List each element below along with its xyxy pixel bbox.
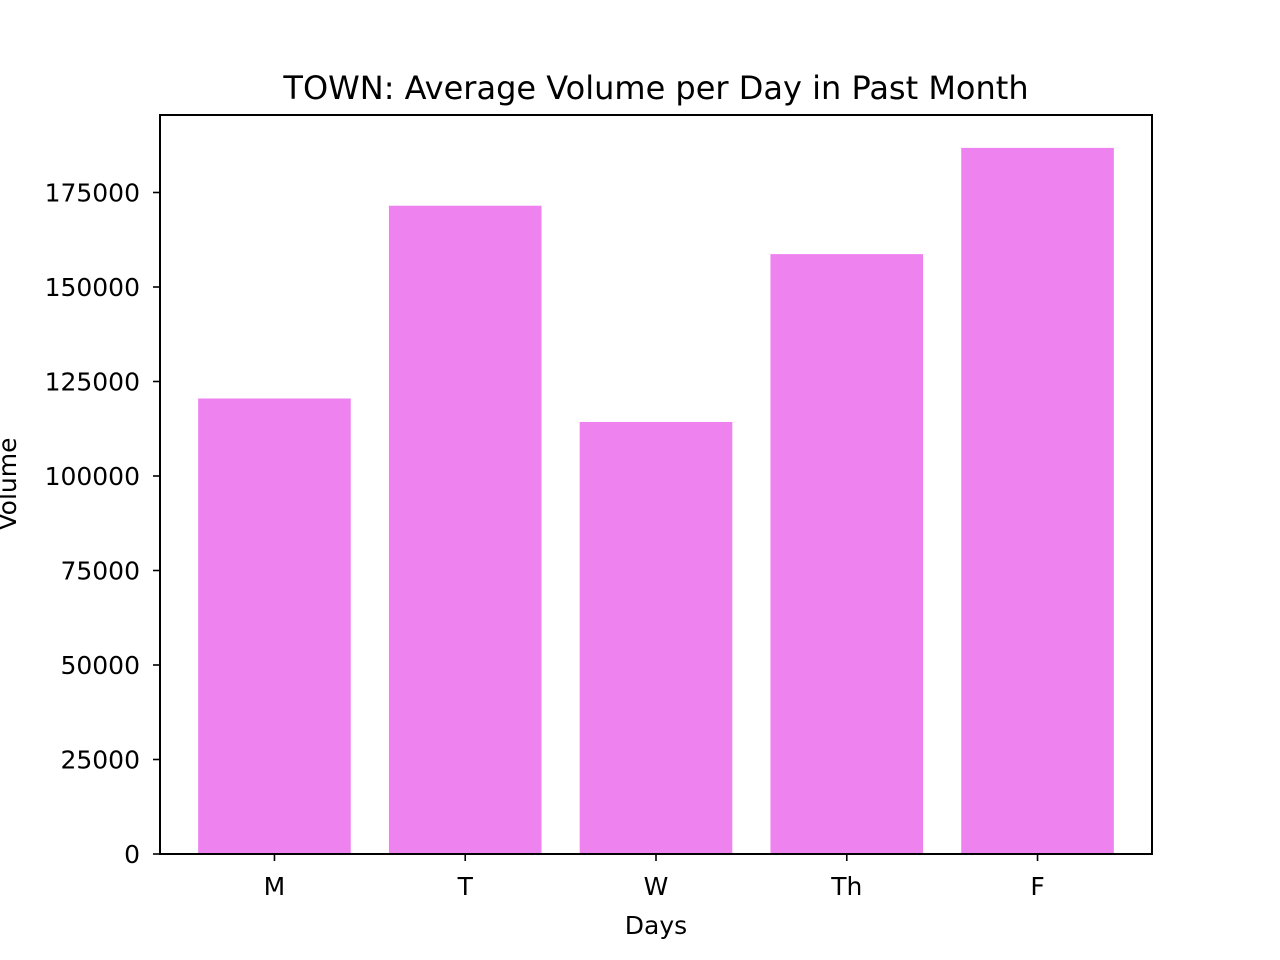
bars-group — [198, 147, 1114, 855]
x-tick-label: M — [264, 872, 286, 901]
y-axis-ticks: 0 25000 50000 75000 100000 125000 150000 175000 — [45, 178, 160, 869]
x-tick-label: F — [1030, 872, 1044, 901]
y-tick-label: 50000 — [60, 651, 140, 680]
chart-title: TOWN: Average Volume per Day in Past Mon… — [282, 69, 1028, 107]
bar-m — [198, 398, 351, 854]
y-tick-label: 25000 — [60, 745, 140, 774]
y-axis-label: Volume — [0, 438, 22, 531]
plot-frame — [159, 114, 1153, 855]
x-axis-ticks: M T W Th F — [264, 854, 1045, 901]
x-tick-label: T — [457, 872, 474, 901]
y-tick-label: 0 — [124, 840, 140, 869]
bar-t — [388, 205, 542, 855]
y-tick-label: 175000 — [45, 178, 140, 207]
x-tick-label: W — [644, 872, 669, 901]
y-tick-label: 125000 — [45, 367, 140, 396]
bar-f — [961, 147, 1114, 854]
y-tick-label: 75000 — [60, 556, 140, 585]
x-tick-label: Th — [830, 872, 862, 901]
bar-th — [770, 254, 924, 855]
y-tick-label: 100000 — [45, 462, 140, 491]
bar-w — [579, 421, 733, 854]
y-tick-label: 150000 — [45, 273, 140, 302]
x-axis-label: Days — [625, 911, 687, 940]
